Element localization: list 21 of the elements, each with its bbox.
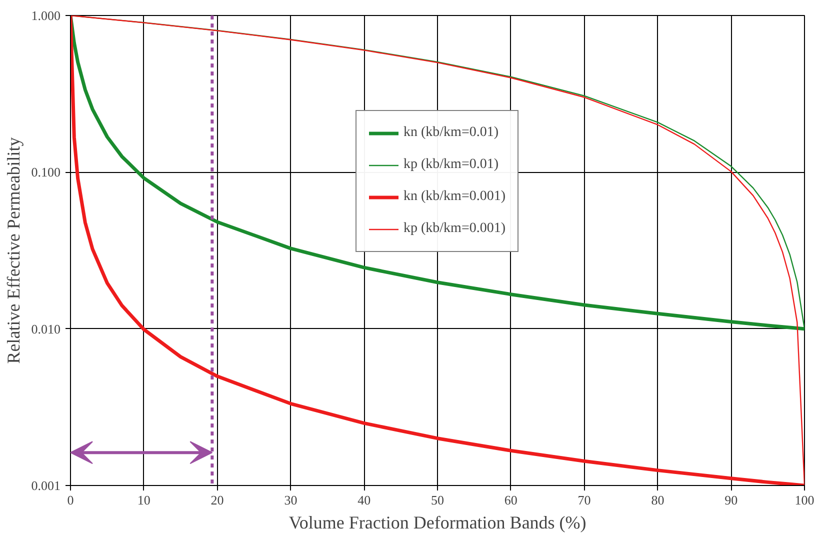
- x-tick-label: 50: [431, 492, 444, 508]
- legend-label: kp (kb/km=0.001): [404, 221, 506, 237]
- legend-label: kn (kb/km=0.01): [404, 125, 498, 141]
- x-tick-label: 80: [651, 492, 664, 508]
- y-axis-title: Relative Effective Permeability: [3, 137, 24, 364]
- x-tick-label: 70: [578, 492, 591, 508]
- x-tick-label: 20: [210, 492, 224, 508]
- y-tick-label: 1.000: [31, 8, 60, 23]
- x-tick-label: 40: [358, 492, 371, 508]
- x-tick-label: 30: [284, 492, 298, 508]
- y-tick-label: 0.010: [31, 321, 60, 336]
- y-tick-label: 0.100: [31, 164, 60, 180]
- x-tick-label: 100: [794, 492, 814, 508]
- x-tick-label: 60: [504, 492, 518, 508]
- legend-label: kp (kb/km=0.01): [404, 157, 498, 173]
- y-tick-label: 0.001: [31, 478, 60, 493]
- legend-label: kn (kb/km=0.001): [404, 189, 506, 205]
- x-tick-label: 10: [137, 492, 150, 508]
- x-tick-label: 0: [67, 492, 74, 508]
- x-tick-label: 90: [724, 492, 738, 508]
- x-axis-title: Volume Fraction Deformation Bands (%): [288, 512, 586, 532]
